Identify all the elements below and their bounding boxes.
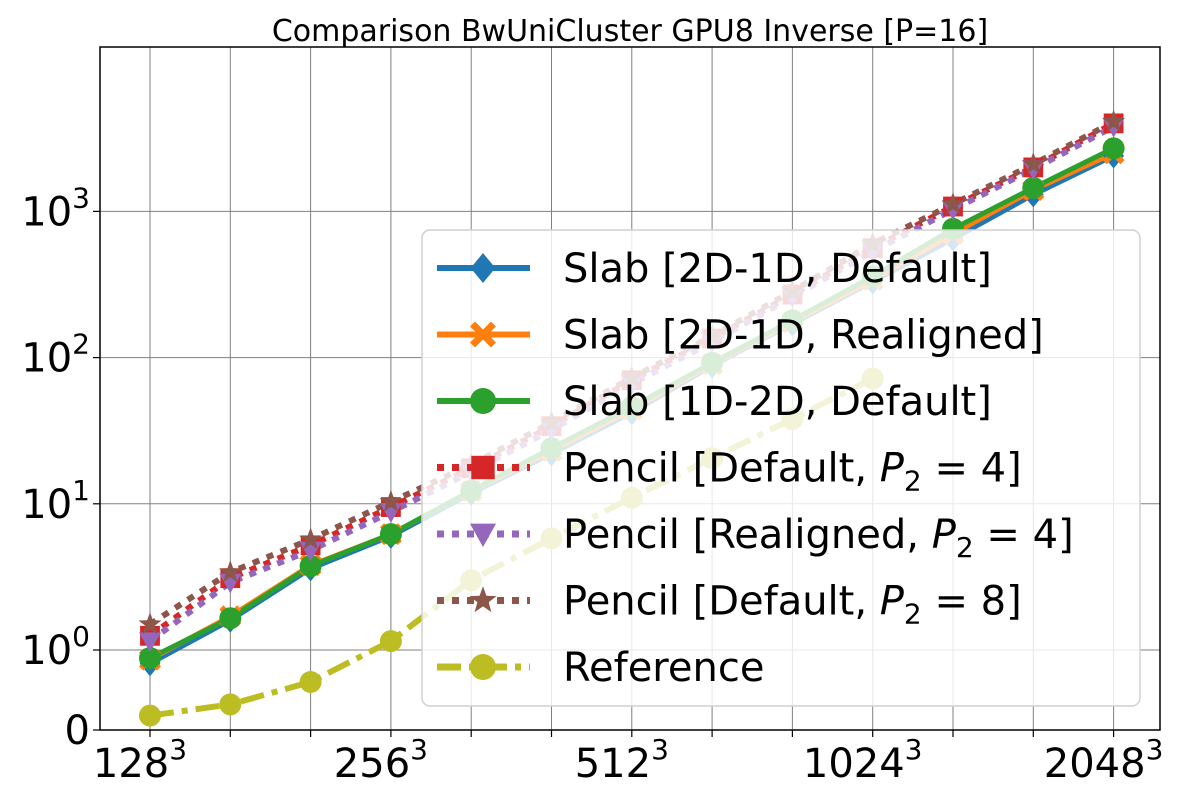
legend-marker-3 bbox=[471, 455, 495, 480]
legend-marker-0 bbox=[470, 253, 496, 283]
legend-label-1: Slab [2D-1D, Realigned] bbox=[563, 313, 1044, 359]
data-point-2 bbox=[139, 647, 161, 669]
legend-label-4: Pencil [Realigned, P2 = 4] bbox=[563, 512, 1074, 564]
data-point-5 bbox=[1102, 109, 1126, 132]
legend-marker-4 bbox=[470, 523, 496, 547]
y-axis: 0 100 101 102 103 bbox=[21, 181, 100, 754]
plot-frame bbox=[99, 46, 1161, 731]
y-tick-label: 103 bbox=[21, 181, 90, 235]
x-tick-label: 5123 bbox=[575, 733, 669, 787]
legend-label-6: Reference bbox=[563, 645, 764, 691]
x-tick-label: 2563 bbox=[334, 733, 428, 787]
legend-label-5: Pencil [Default, P2 = 8] bbox=[563, 579, 1022, 631]
legend-label-0: Slab [2D-1D, Default] bbox=[563, 246, 992, 292]
legend-marker-5 bbox=[469, 586, 497, 613]
chart-title: Comparison BwUniCluster GPU8 Inverse [P=… bbox=[272, 14, 988, 49]
data-point-5 bbox=[1021, 152, 1045, 175]
data-point-6 bbox=[299, 671, 322, 693]
data-point-5 bbox=[218, 560, 242, 583]
y-tick-label: 101 bbox=[21, 474, 90, 528]
data-point-2 bbox=[219, 607, 242, 630]
y-tick-label: 100 bbox=[21, 620, 90, 674]
data-point-2 bbox=[1022, 176, 1045, 199]
data-point-4 bbox=[942, 200, 964, 221]
data-point-5 bbox=[138, 612, 162, 634]
data-point-6 bbox=[219, 693, 242, 716]
legend: Slab [2D-1D, Default] Slab [2D-1D, Realig… bbox=[421, 229, 1141, 707]
x-tick-label: 20483 bbox=[1044, 733, 1164, 787]
x-axis: 1283 2563 5123 10243 20483 bbox=[93, 730, 1164, 787]
data-point-2 bbox=[299, 555, 322, 578]
data-point-5 bbox=[299, 527, 323, 550]
legend-label-3: Pencil [Default, P2 = 4] bbox=[563, 446, 1022, 498]
y-tick-label: 102 bbox=[21, 328, 90, 382]
data-point-4 bbox=[1102, 117, 1125, 138]
y-tick-label: 0 bbox=[65, 708, 90, 754]
data-point-6 bbox=[379, 630, 402, 653]
legend-marker-2 bbox=[470, 388, 496, 414]
data-point-6 bbox=[139, 704, 161, 727]
data-point-5 bbox=[379, 489, 403, 512]
legend-box bbox=[421, 229, 1141, 707]
data-point-5 bbox=[941, 192, 965, 214]
data-point-4 bbox=[139, 632, 161, 653]
x-tick-label: 1283 bbox=[93, 733, 187, 787]
legend-label-2: Slab [1D-2D, Default] bbox=[563, 379, 992, 425]
legend-marker-6 bbox=[470, 654, 496, 680]
x-tick-label: 10243 bbox=[803, 733, 923, 787]
data-point-2 bbox=[379, 523, 402, 546]
data-point-2 bbox=[1102, 137, 1125, 160]
legend-marker-1 bbox=[470, 321, 496, 348]
